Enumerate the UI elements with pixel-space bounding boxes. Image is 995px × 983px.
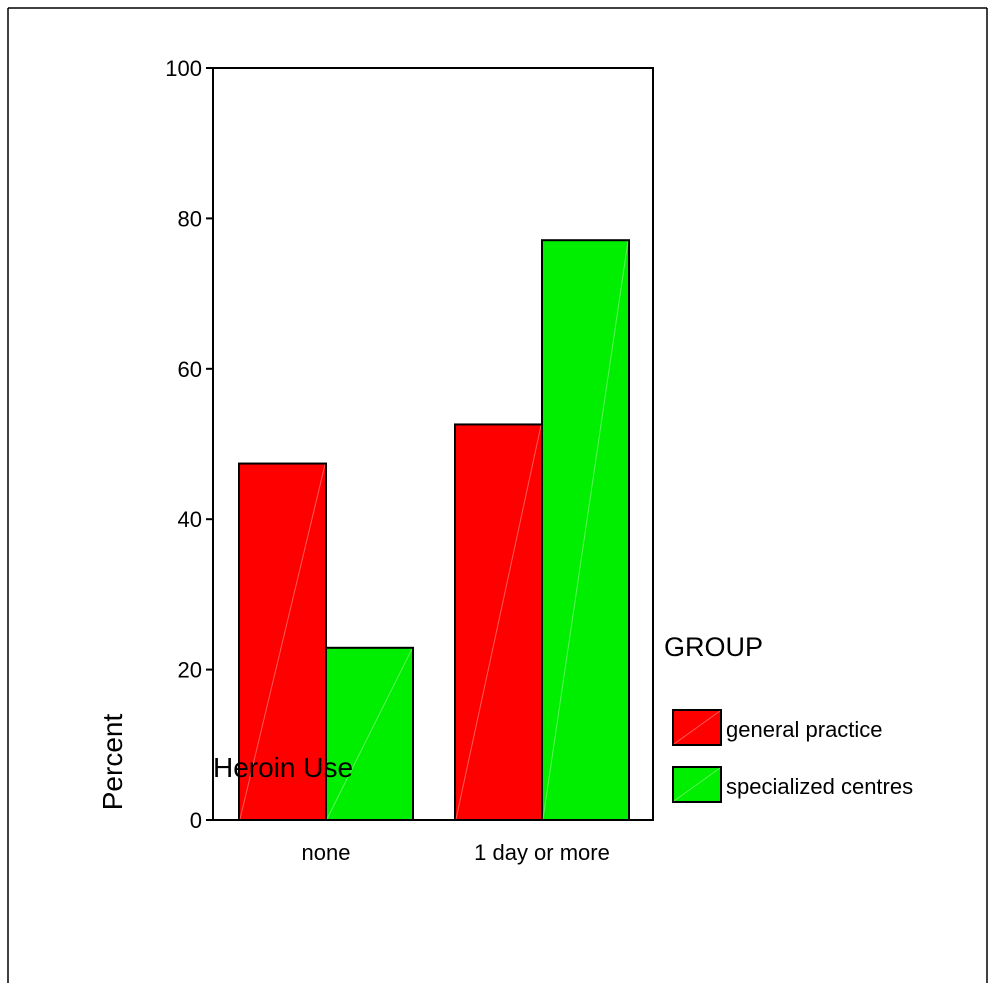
- legend-label: specialized centres: [726, 774, 913, 799]
- y-tick-label: 20: [178, 658, 202, 683]
- legend-swatch: [672, 766, 722, 803]
- y-tick-label: 0: [190, 808, 202, 833]
- y-axis-title: Percent: [97, 714, 128, 811]
- bar-hatch-line: [455, 425, 542, 820]
- bar: [238, 462, 327, 821]
- bar-hatch-line: [239, 464, 326, 820]
- x-category-label: none: [302, 840, 351, 865]
- bar-hatch-line: [326, 648, 413, 820]
- y-tick-label: 40: [178, 507, 202, 532]
- plot-area: 0 20 40 60 80 100 none 1 day or more: [165, 56, 654, 865]
- legend: GROUP general practice specialized centre…: [664, 632, 913, 803]
- legend-swatch: [672, 709, 722, 746]
- x-category-label: 1 day or more: [474, 840, 610, 865]
- y-tick-label: 60: [178, 357, 202, 382]
- legend-label: general practice: [726, 717, 883, 742]
- legend-swatch-hatch: [673, 710, 721, 745]
- legend-swatch-hatch: [673, 767, 721, 802]
- x-axis-title: Heroin Use: [213, 752, 353, 783]
- y-tick-label: 100: [165, 56, 202, 81]
- legend-title: GROUP: [664, 632, 763, 662]
- y-tick-label: 80: [178, 206, 202, 231]
- bar: [325, 646, 414, 821]
- bar-hatch-line: [542, 241, 629, 820]
